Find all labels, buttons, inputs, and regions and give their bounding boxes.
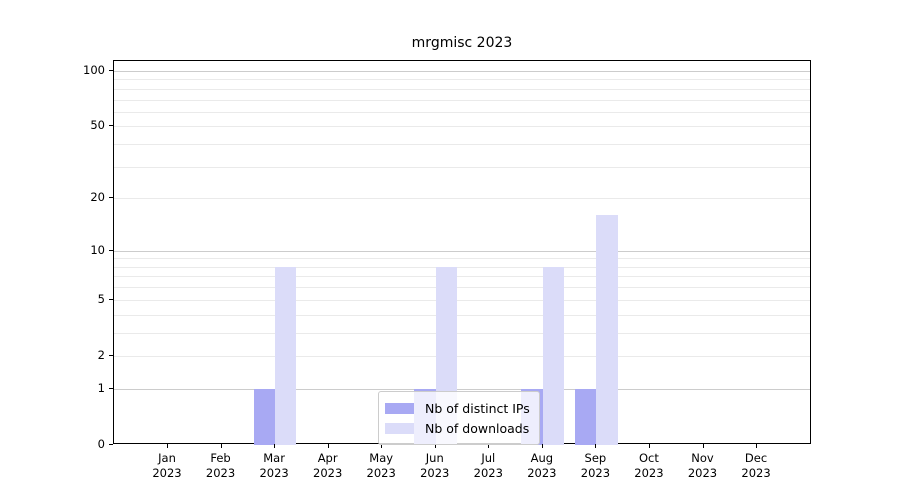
- x-tick-month: Jun: [425, 451, 444, 465]
- y-tick-label: 0: [97, 437, 105, 451]
- y-tick-label: 100: [83, 62, 105, 77]
- bar-distinct-ips: [575, 388, 597, 445]
- x-tick-label: Jun 2023: [403, 451, 467, 481]
- y-tick-label: 1: [97, 380, 105, 395]
- gridline-minor: [114, 144, 810, 146]
- gridline-major: [114, 70, 810, 72]
- gridline-minor: [114, 314, 810, 316]
- y-tick-mark: [109, 387, 113, 389]
- y-tick-mark: [109, 197, 113, 199]
- x-tick-month: Jul: [481, 451, 496, 465]
- x-tick-month: Aug: [530, 451, 554, 465]
- gridline-minor: [114, 166, 810, 168]
- x-tick-label: Nov 2023: [671, 451, 735, 481]
- x-tick-month: Sep: [584, 451, 607, 465]
- x-tick-month: Apr: [317, 451, 338, 465]
- x-tick-month: Nov: [691, 451, 714, 465]
- bar-downloads: [542, 266, 565, 445]
- y-tick-label: 20: [90, 190, 105, 205]
- x-tick-label: Feb 2023: [189, 451, 253, 481]
- x-tick-year: 2023: [313, 466, 343, 480]
- x-tick-mark: [167, 444, 168, 448]
- x-tick-mark: [274, 444, 276, 448]
- gridline-major: [114, 388, 810, 390]
- x-tick-year: 2023: [527, 466, 557, 480]
- x-tick-mark: [488, 444, 490, 448]
- y-tick-mark: [109, 354, 113, 356]
- gridline-minor: [114, 258, 810, 260]
- x-tick-label: Mar 2023: [242, 451, 306, 481]
- gridline-minor: [114, 299, 810, 301]
- x-tick-month: Mar: [263, 451, 285, 465]
- gridline-minor: [114, 332, 810, 334]
- y-tick-label: 5: [97, 291, 105, 306]
- y-tick-label: 50: [90, 118, 105, 133]
- gridline-minor: [114, 79, 810, 81]
- x-tick-year: 2023: [205, 466, 236, 480]
- plot-area: Nb of distinct IPs Nb of downloads: [113, 60, 811, 445]
- x-tick-year: 2023: [473, 466, 503, 480]
- x-tick-year: 2023: [152, 466, 182, 480]
- y-tick-mark: [109, 298, 113, 300]
- y-tick-label: 2: [97, 347, 105, 362]
- legend-swatch-distinct-ips: [385, 402, 414, 414]
- x-tick-month: Oct: [638, 451, 659, 465]
- chart-title: mrgmisc 2023: [411, 35, 513, 51]
- gridline-major: [114, 250, 810, 252]
- legend-item-downloads: Nb of downloads: [385, 418, 530, 438]
- x-tick-mark: [756, 444, 758, 448]
- x-tick-mark: [434, 444, 436, 448]
- x-tick-month: Jan: [158, 451, 176, 465]
- x-tick-label: Jul 2023: [456, 451, 520, 481]
- x-tick-year: 2023: [580, 466, 611, 480]
- x-tick-year: 2023: [366, 466, 396, 480]
- y-tick-mark: [109, 444, 113, 445]
- x-tick-label: May 2023: [349, 451, 413, 481]
- gridline-minor: [114, 276, 810, 278]
- x-tick-mark: [327, 444, 329, 448]
- gridline-minor: [114, 355, 810, 357]
- x-tick-mark: [220, 444, 222, 448]
- gridline-minor: [114, 111, 810, 113]
- y-tick-mark: [109, 69, 113, 71]
- x-tick-mark: [381, 444, 383, 448]
- bar-downloads: [596, 215, 618, 445]
- gridline-minor: [114, 88, 810, 90]
- x-tick-month: Dec: [744, 451, 768, 465]
- bar-downloads: [275, 266, 297, 445]
- x-tick-label: Sep 2023: [563, 451, 627, 481]
- legend: Nb of distinct IPs Nb of downloads: [378, 391, 540, 445]
- x-tick-mark: [541, 444, 543, 448]
- gridline-minor: [114, 287, 810, 289]
- legend-swatch-downloads: [385, 422, 414, 434]
- legend-label-distinct-ips: Nb of distinct IPs: [425, 400, 530, 416]
- x-tick-label: Dec 2023: [724, 451, 788, 481]
- x-tick-mark: [595, 444, 597, 448]
- x-tick-month: Feb: [210, 451, 231, 465]
- legend-item-distinct-ips: Nb of distinct IPs: [385, 398, 530, 418]
- gridline-minor: [114, 126, 810, 128]
- y-tick-mark: [109, 125, 113, 127]
- gridline-minor: [114, 266, 810, 268]
- x-tick-month: May: [369, 451, 394, 465]
- x-tick-label: Aug 2023: [510, 451, 574, 481]
- bar-distinct-ips: [253, 388, 276, 445]
- x-tick-year: 2023: [259, 466, 289, 480]
- y-tick-mark: [109, 249, 113, 251]
- gridline-minor: [114, 99, 810, 101]
- x-tick-year: 2023: [634, 466, 664, 480]
- y-tick-label: 10: [90, 242, 105, 257]
- x-tick-year: 2023: [741, 466, 771, 480]
- legend-label-downloads: Nb of downloads: [425, 420, 530, 436]
- x-tick-year: 2023: [420, 466, 450, 480]
- gridline-minor: [114, 198, 810, 200]
- x-tick-year: 2023: [687, 466, 718, 480]
- x-tick-label: Apr 2023: [296, 451, 360, 481]
- x-tick-mark: [702, 444, 704, 448]
- x-tick-mark: [648, 444, 650, 448]
- x-tick-label: Jan 2023: [135, 451, 199, 481]
- x-tick-label: Oct 2023: [617, 451, 681, 481]
